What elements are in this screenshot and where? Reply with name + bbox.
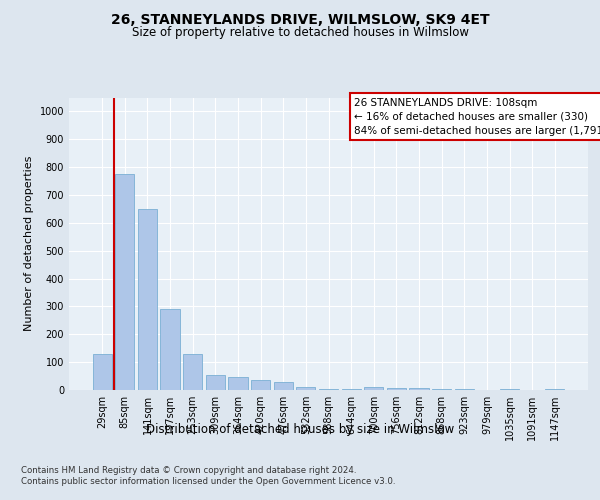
Bar [274,382,293,390]
Text: Contains HM Land Registry data © Crown copyright and database right 2024.: Contains HM Land Registry data © Crown c… [21,466,356,475]
Text: Distribution of detached houses by size in Wilmslow: Distribution of detached houses by size … [146,422,454,436]
Y-axis label: Number of detached properties: Number of detached properties [24,156,34,332]
Bar [160,309,180,390]
Text: 26 STANNEYLANDS DRIVE: 108sqm
← 16% of detached houses are smaller (330)
84% of : 26 STANNEYLANDS DRIVE: 108sqm ← 16% of d… [355,98,600,136]
Bar [138,209,157,390]
Bar [341,388,361,390]
Bar [409,388,428,390]
Bar [387,388,406,390]
Bar [115,174,134,390]
Bar [206,374,225,390]
Bar [229,378,248,390]
Text: 26, STANNEYLANDS DRIVE, WILMSLOW, SK9 4ET: 26, STANNEYLANDS DRIVE, WILMSLOW, SK9 4E… [110,12,490,26]
Text: Contains public sector information licensed under the Open Government Licence v3: Contains public sector information licen… [21,478,395,486]
Bar [319,388,338,390]
Bar [251,380,270,390]
Bar [432,388,451,390]
Bar [296,387,316,390]
Bar [364,387,383,390]
Bar [500,388,519,390]
Text: Size of property relative to detached houses in Wilmslow: Size of property relative to detached ho… [131,26,469,39]
Bar [183,354,202,390]
Bar [92,354,112,390]
